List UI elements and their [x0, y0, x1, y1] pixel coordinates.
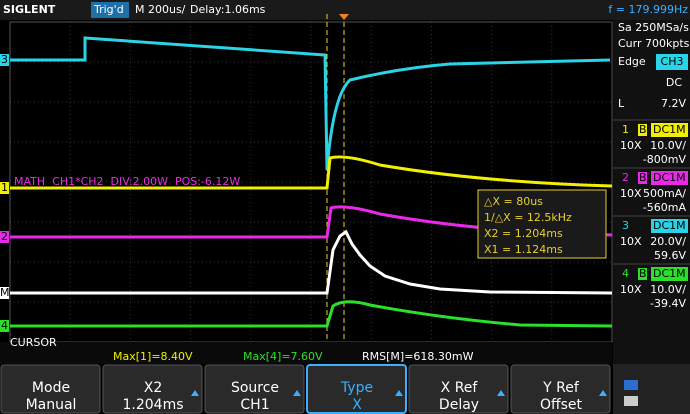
marker: 3: [1, 53, 8, 66]
coupling: DC1M: [653, 123, 686, 136]
bw-badge: [638, 172, 647, 184]
usb-icon: [624, 380, 638, 390]
scale: 10.0V/: [650, 139, 686, 152]
softkey[interactable]: [0, 364, 101, 414]
bw-limit: B: [639, 171, 647, 184]
coupling-badge: [651, 219, 688, 233]
bw-limit: B: [639, 123, 647, 136]
coupling-badge: [651, 171, 688, 185]
timebase: M 200us/: [135, 3, 186, 16]
softkey-value: 1.204ms: [122, 397, 183, 413]
softkey[interactable]: [204, 364, 305, 414]
status-mode: CURSOR: [10, 336, 57, 349]
softkey-value: CH1: [240, 397, 269, 413]
softkey[interactable]: [408, 364, 509, 414]
channel-number: 1: [622, 123, 629, 136]
scale: 20.0V/: [650, 235, 686, 248]
marker: 1: [1, 181, 8, 194]
probe: 10X: [620, 283, 642, 296]
bw-limit: B: [639, 267, 647, 280]
trigger-level-label: L: [618, 97, 625, 110]
sample-rate: Sa 250MSa/s: [618, 21, 689, 34]
channel-number: 4: [622, 267, 629, 280]
trigger-level: 7.2V: [661, 97, 686, 110]
softkey-label: X Ref: [441, 380, 479, 396]
trigger-coupling: DC: [666, 76, 682, 89]
coupling-badge: [651, 123, 688, 137]
markers: 3 1 2 M 4: [0, 53, 10, 332]
softkey-label: Y Ref: [542, 380, 580, 396]
softkey-value: Offset: [540, 397, 583, 413]
probe: 10X: [620, 187, 642, 200]
coupling: DC1M: [653, 267, 686, 280]
knob-arrow: [293, 390, 301, 396]
knob-arrow: [395, 390, 403, 396]
cursor-box: [477, 189, 607, 259]
softkey-value: X: [352, 397, 362, 413]
marker: 4: [1, 319, 8, 332]
side-panel: [613, 20, 690, 364]
offset: -560mA: [643, 201, 687, 214]
bw-badge: [638, 124, 647, 136]
marker: 2: [1, 230, 8, 243]
cursor-readout: 1/△X = 12.5kHz: [484, 211, 572, 224]
coupling-badge: [651, 267, 688, 281]
math-label: MATH CH1*CH2 DIV:2.00W POS:-6.12W: [14, 175, 240, 188]
brand: SIGLENT: [3, 3, 56, 16]
softkey[interactable]: [510, 364, 611, 414]
math-wave: [10, 229, 613, 295]
network-icon: [624, 396, 638, 406]
bw-badge: [638, 268, 647, 280]
memory-depth: Curr 700kpts: [618, 37, 690, 50]
measure-max4: Max[4]=7.60V: [243, 350, 323, 363]
trigger-source: CH3: [661, 55, 684, 68]
cursor-readout: △X = 80us: [484, 195, 543, 208]
measure-rms: RMS[M]=618.30mW: [362, 350, 474, 363]
softkey-value: Delay: [439, 397, 479, 413]
softkey-label: X2: [144, 380, 163, 396]
offset: -39.4V: [650, 297, 686, 310]
knob-arrow: [191, 390, 199, 396]
grid: [10, 22, 612, 342]
delay: Delay:1.06ms: [190, 3, 266, 16]
ch3-wave: [10, 36, 611, 171]
offset: 59.6V: [654, 249, 686, 262]
softkey[interactable]: [102, 364, 203, 414]
knob-arrow: [599, 390, 607, 396]
softkey-label: Source: [231, 380, 279, 396]
trigger-type: Edge: [618, 55, 646, 68]
probe: 10X: [620, 139, 642, 152]
offset: -800mV: [643, 153, 687, 166]
cursor-readout: X2 = 1.204ms: [484, 227, 563, 240]
measure-max1: Max[1]=8.40V: [113, 350, 193, 363]
softkey-label: Mode: [32, 380, 70, 396]
trigger-status: Trig'd: [93, 3, 124, 16]
frequency: f = 179.999Hz: [608, 3, 688, 16]
ch4-wave: [10, 300, 613, 328]
knob-arrow: [497, 390, 505, 396]
scale: 500mA/: [643, 187, 686, 200]
softkey-value: Manual: [26, 397, 77, 413]
coupling: DC1M: [653, 219, 686, 232]
trigger-position: [339, 14, 349, 20]
softkey[interactable]: [306, 364, 407, 414]
channel-number: 3: [622, 219, 629, 232]
probe: 10X: [620, 235, 642, 248]
coupling: DC1M: [653, 171, 686, 184]
channel-number: 2: [622, 171, 629, 184]
softkey-label: Type: [340, 380, 373, 396]
scale: 10.0V/: [650, 283, 686, 296]
marker: M: [0, 286, 10, 299]
cursor-readout: X1 = 1.124ms: [484, 243, 563, 256]
ch1-wave: [10, 155, 613, 190]
